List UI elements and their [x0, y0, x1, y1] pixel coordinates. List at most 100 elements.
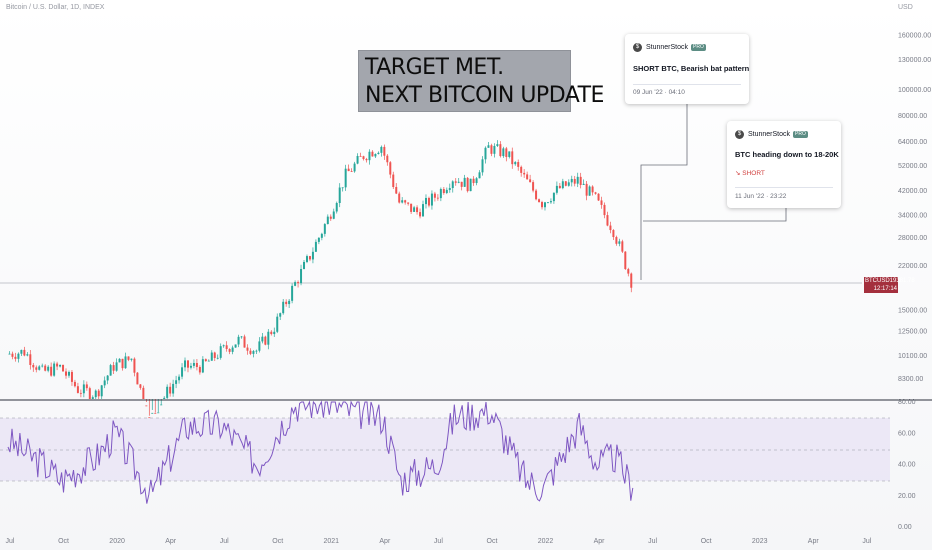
candle-body — [17, 353, 20, 359]
candle-body — [154, 412, 157, 414]
candle-body — [407, 202, 410, 204]
overlay-line-1: TARGET MET. — [365, 55, 504, 80]
candle-body — [338, 187, 341, 203]
candle-body — [11, 353, 14, 357]
idea-author-row: $ StunnerStock PRO — [735, 130, 808, 139]
candle-body — [106, 375, 109, 381]
candle-body — [291, 285, 294, 301]
candle-body — [297, 282, 300, 284]
candle-body — [433, 193, 436, 198]
candle-body — [261, 336, 264, 342]
idea-title[interactable]: SHORT BTC, Bearish bat pattern — [633, 64, 750, 73]
candle-body — [573, 178, 576, 184]
price-label-countdown: 12:17:14 — [873, 286, 897, 292]
candle-body — [529, 179, 532, 183]
idea-title[interactable]: BTC heading down to 18-20K — [735, 150, 839, 159]
time-tick-label: Apr — [379, 538, 391, 545]
price-tick-label: 15000.00 — [898, 307, 927, 314]
candle-body — [597, 193, 600, 201]
candle-body — [145, 405, 148, 407]
idea-date: 09 Jun '22 · 04:10 — [633, 89, 685, 96]
candle-body — [606, 215, 609, 226]
candle-body — [359, 155, 362, 157]
overlay-line-2: NEXT BITCOIN UPDATE — [365, 83, 604, 108]
candle-body — [404, 200, 407, 203]
time-tick-label: Jul — [648, 538, 657, 545]
candle-body — [308, 256, 311, 260]
candle-body — [207, 360, 210, 362]
candle-body — [192, 362, 195, 366]
candle-body — [246, 347, 249, 351]
rsi-tick-label: 0.00 — [898, 524, 912, 531]
candle-body — [79, 392, 82, 394]
candle-body — [62, 364, 65, 372]
candle-body — [422, 204, 425, 217]
candle-body — [169, 386, 172, 394]
price-tick-label: 10100.00 — [898, 353, 927, 360]
candle-body — [520, 166, 523, 173]
candle-body — [558, 185, 561, 189]
candle-body — [546, 202, 549, 204]
idea-author[interactable]: StunnerStock — [748, 131, 791, 138]
time-tick-label: Jul — [434, 538, 443, 545]
candle-body — [267, 331, 270, 345]
candle-body — [130, 358, 133, 360]
candle-body — [466, 177, 469, 192]
card-divider — [735, 187, 833, 188]
candle-body — [204, 359, 207, 362]
candle-body — [184, 360, 187, 368]
candle-body — [65, 371, 68, 376]
candle-body — [383, 146, 386, 156]
candle-body — [279, 313, 282, 317]
candle-body — [70, 371, 73, 382]
candle-body — [451, 181, 454, 189]
time-tick-label: Jul — [6, 538, 15, 545]
time-axis[interactable]: Jul Oct 2020 Apr Jul Oct 2021 Apr Jul Oct 2022 Apr J… — [6, 538, 872, 545]
candle-body — [118, 358, 121, 363]
candle-body — [56, 363, 59, 367]
candle-body — [249, 350, 252, 354]
candle-body — [543, 202, 546, 208]
candle-body — [484, 147, 487, 160]
price-axis[interactable]: 160000.00 130000.00 100000.00 80000.00 64000… — [898, 33, 931, 383]
candle-body — [442, 189, 445, 194]
candle-body — [294, 282, 297, 286]
idea-card-1[interactable]: $ StunnerStock PRO SHORT BTC, Bearish ba… — [625, 34, 749, 104]
candle-body — [439, 189, 442, 199]
candle-body — [523, 172, 526, 175]
candle-body — [594, 192, 597, 194]
candle-body — [493, 145, 496, 154]
time-tick-label: Oct — [272, 538, 283, 545]
candle-body — [139, 384, 142, 388]
candle-body — [225, 345, 228, 350]
candle-body — [585, 183, 588, 196]
candle-body — [100, 385, 103, 397]
candle-body — [157, 412, 160, 414]
candle-body — [600, 200, 603, 205]
candle-body — [178, 376, 181, 381]
candle-body — [618, 241, 621, 244]
candle-body — [630, 273, 633, 288]
candle-body — [160, 404, 163, 406]
idea-card-2[interactable]: $ StunnerStock PRO BTC heading down to 1… — [727, 121, 841, 208]
candle-body — [535, 190, 538, 200]
rsi-tick-label: 60.00 — [898, 430, 916, 437]
candle-body — [457, 181, 460, 183]
candle-body — [323, 224, 326, 234]
candle-body — [380, 146, 383, 153]
candle-body — [419, 212, 422, 217]
candle-body — [487, 145, 490, 148]
idea-author[interactable]: StunnerStock — [646, 44, 689, 51]
candle-body — [311, 251, 314, 260]
candle-body — [526, 174, 529, 180]
candle-body — [20, 349, 23, 354]
rsi-axis[interactable]: 80.00 60.00 40.00 20.00 0.00 — [898, 399, 916, 531]
candle-body — [374, 154, 377, 157]
time-tick-label: 2021 — [324, 538, 340, 545]
price-tick-label: 28000.00 — [898, 235, 927, 242]
candle-body — [258, 341, 261, 351]
candle-body — [582, 183, 585, 185]
candle-body — [344, 168, 347, 188]
candle-body — [490, 145, 493, 154]
